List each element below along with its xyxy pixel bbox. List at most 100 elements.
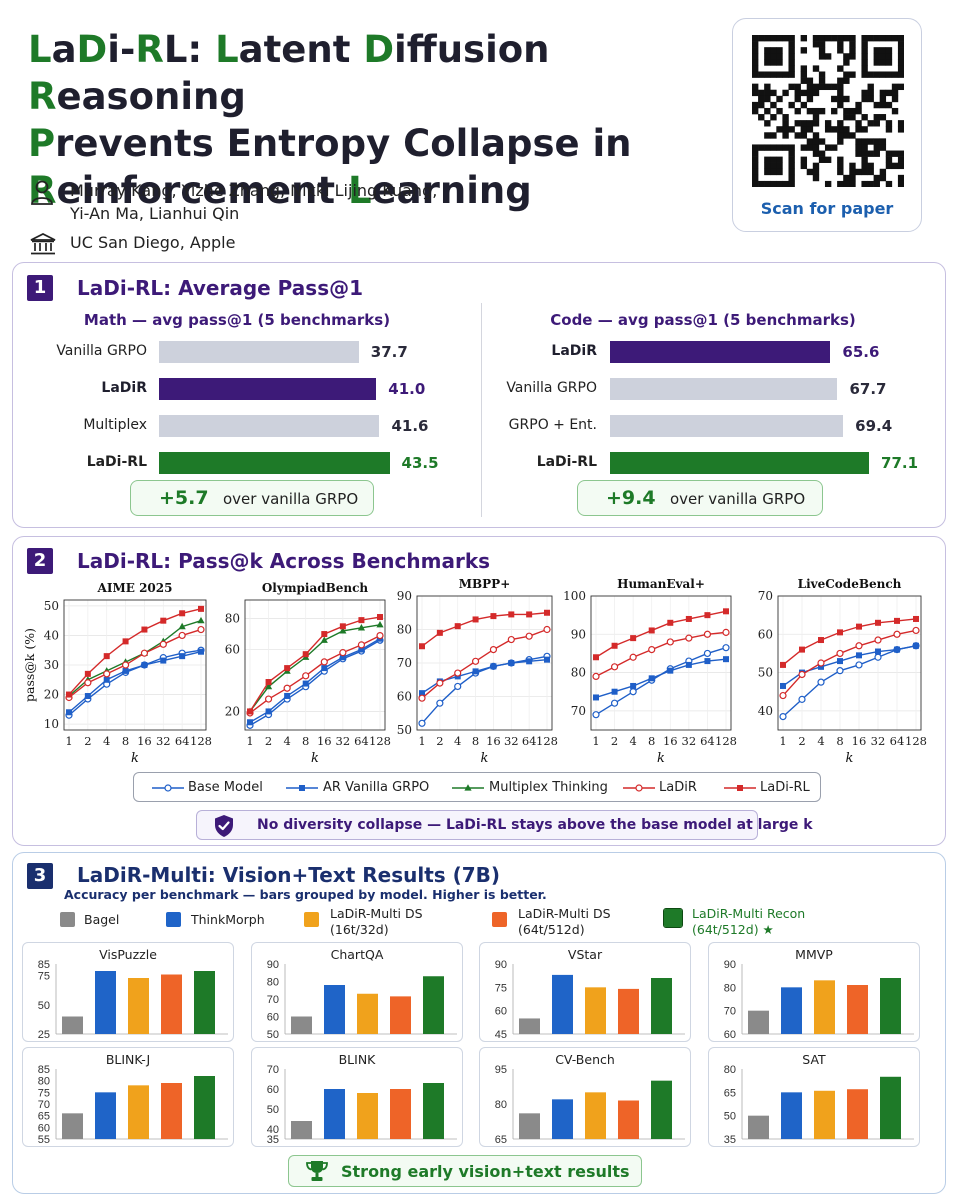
code-bar-value-ladi-rl: 77.1 [881, 454, 919, 472]
qr-module [764, 59, 771, 66]
legend-ds-64t-line1: LaDiR-Multi DS [518, 906, 611, 921]
qr-module [776, 107, 783, 115]
qr-module [867, 162, 874, 170]
qr-module [879, 174, 887, 182]
qr-module [776, 59, 783, 66]
qr-module [837, 89, 844, 97]
bar-ladir-multi-recon-64t-512d [651, 1080, 672, 1139]
y-tick-label: 70 [724, 1006, 736, 1018]
qr-module [752, 65, 759, 72]
bar-chart-plot: 60 70 80 90 [724, 959, 914, 1041]
qr-module [818, 47, 826, 54]
qr-module [855, 150, 862, 157]
qr-module [776, 168, 783, 176]
title-initial: L [215, 28, 239, 71]
qr-module [764, 180, 771, 187]
qr-module [752, 89, 759, 97]
qr-module [818, 77, 826, 84]
qr-module [812, 107, 820, 115]
qr-module [758, 101, 765, 109]
legend-ds-16t-line1: LaDiR-Multi DS [330, 906, 423, 921]
title-text: revents Entropy Collapse in [55, 122, 632, 165]
qr-module [800, 162, 808, 170]
qr-module [855, 126, 862, 133]
bar-bagel [748, 1010, 769, 1034]
pass-at-k-legend: Base Model AR Vanilla GRPO Multiplex Thi… [133, 772, 821, 802]
y-tick-label: 50 [267, 1104, 279, 1116]
qr-module [855, 138, 862, 145]
qr-module [873, 101, 880, 109]
bar-ladir-multi-ds-64t-512d [161, 974, 182, 1034]
qr-module [867, 120, 874, 127]
y-tick-label: 75 [38, 971, 50, 983]
legend-swatch-ds-64t [492, 912, 507, 927]
qr-module [849, 132, 856, 139]
qr-module [855, 101, 862, 109]
qr-module [794, 120, 801, 127]
qr-module [776, 180, 783, 187]
math-subtitle: Math — avg pass@1 (5 benchmarks) [83, 311, 391, 329]
qr-module [897, 156, 904, 163]
qr-module [843, 77, 850, 84]
title-initial: P [28, 122, 56, 165]
qr-module [758, 95, 765, 103]
qr-module [843, 71, 850, 78]
qr-module [788, 47, 795, 54]
qr-module [861, 156, 868, 163]
qr-module [873, 150, 880, 157]
qr-module [764, 35, 771, 42]
qr-module [812, 168, 820, 176]
bar-chart-blink-j: BLINK-J 55 60 65 70 75 80 85 [22, 1047, 234, 1147]
qr-module [897, 41, 904, 48]
section-3-badge: 3 [27, 863, 53, 889]
qr-module [837, 35, 844, 42]
qr-module [837, 41, 844, 48]
y-tick-label: 80 [724, 1064, 736, 1076]
qr-module [837, 156, 844, 163]
bar-thinkmorph [95, 971, 116, 1034]
qr-module [806, 144, 814, 151]
section-2-title: LaDi-RL: Pass@k Across Benchmarks [77, 549, 491, 573]
bar-thinkmorph [324, 1089, 345, 1139]
scan-for-paper-label: Scan for paper [760, 199, 894, 218]
legend-swatch-recon [663, 908, 683, 928]
legend-marker-base-model [164, 784, 172, 792]
bar-bagel [291, 1016, 312, 1034]
legend-marker-ar-vanilla-grpo [299, 785, 305, 791]
qr-module [812, 83, 820, 91]
qr-module [873, 47, 880, 54]
y-tick-label: 25 [38, 1029, 50, 1041]
legend-marker-multiplex-thinking [464, 784, 472, 791]
qr-module [752, 162, 759, 170]
qr-card[interactable]: Scan for paper [732, 18, 922, 232]
qr-module [764, 144, 771, 151]
bar-bagel [519, 1018, 540, 1034]
bar-chart-title: SAT [802, 1052, 826, 1067]
legend-multiplex-thinking: Multiplex Thinking [489, 780, 608, 795]
qr-module [849, 174, 856, 182]
qr-module [800, 101, 808, 109]
qr-module [752, 71, 759, 78]
qr-module [782, 180, 789, 187]
qr-module [752, 156, 759, 163]
qr-module [818, 35, 826, 42]
qr-module [800, 156, 808, 163]
qr-module [824, 83, 832, 91]
qr-module [758, 180, 765, 187]
legend-recon-line2: (64t/512d) ★ [692, 922, 774, 937]
legend-swatch-bagel [60, 912, 75, 927]
bar-chart-sat: SAT 35 50 65 80 [708, 1047, 920, 1147]
bar-chart-title: MMVP [795, 947, 833, 962]
bar-ladir-multi-ds-64t-512d [161, 1083, 182, 1139]
qr-module [788, 144, 795, 151]
qr-module [897, 174, 904, 182]
y-tick-label: 90 [495, 959, 507, 971]
bar-thinkmorph [552, 974, 573, 1034]
qr-module [879, 138, 887, 145]
qr-module [831, 95, 838, 103]
code-bar-label-vanilla-grpo: Vanilla GRPO [506, 380, 597, 396]
qr-code[interactable] [752, 35, 904, 187]
code-bar-ladi-rl [610, 452, 870, 474]
